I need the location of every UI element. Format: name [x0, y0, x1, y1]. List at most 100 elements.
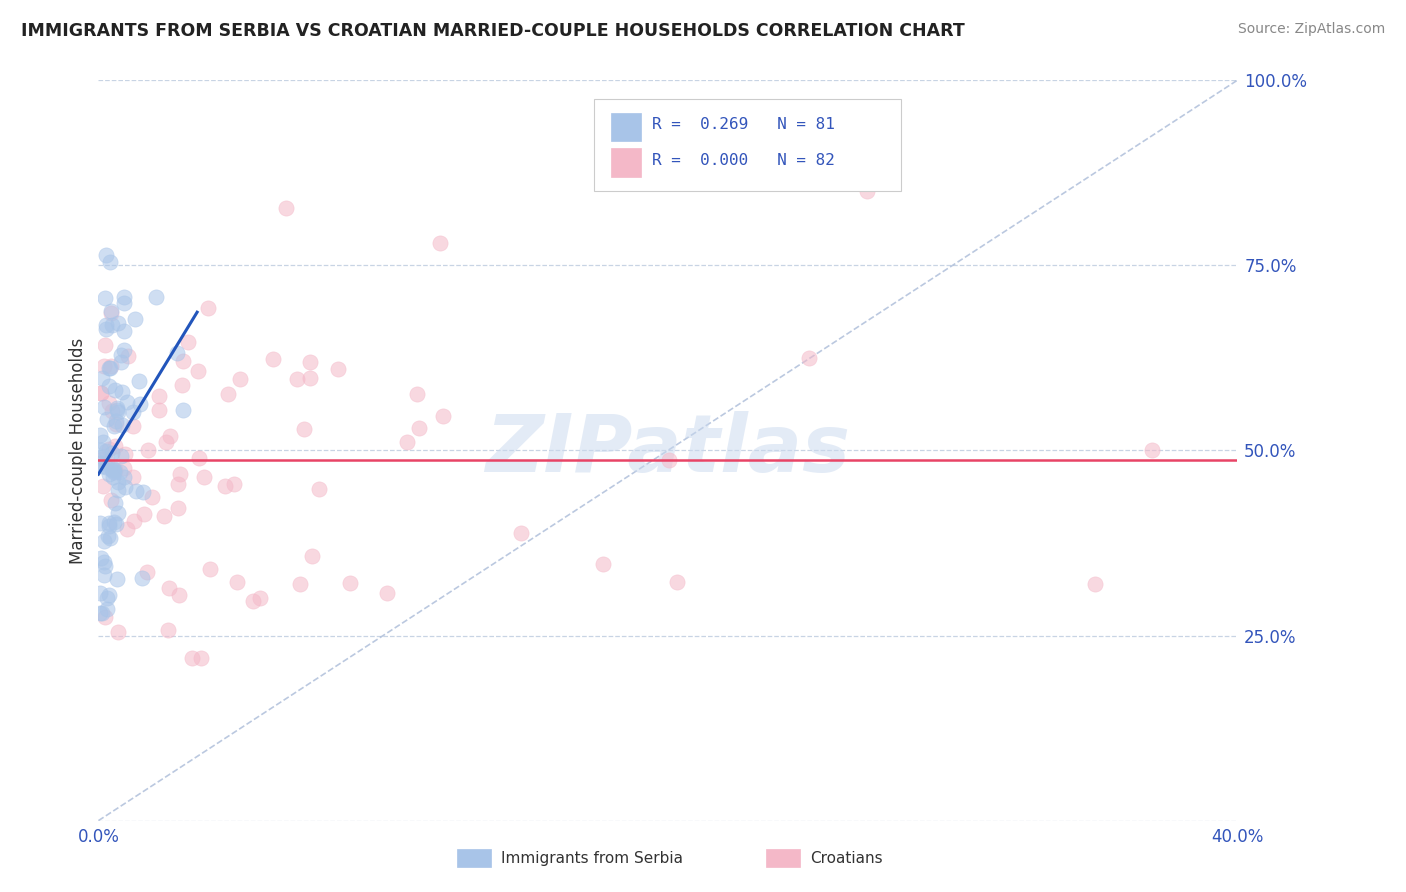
Point: [105, 417, 128, 432]
Point: [432, 409, 454, 424]
Point: [169, 467, 191, 482]
Point: [98, 467, 121, 481]
Point: [111, 384, 134, 399]
Point: [90, 551, 112, 566]
Y-axis label: Married-couple Households: Married-couple Households: [69, 337, 87, 564]
Point: [157, 581, 180, 595]
Point: [112, 290, 135, 304]
Point: [128, 374, 150, 388]
Point: [89, 456, 111, 470]
Bar: [612, 113, 641, 141]
Point: [129, 397, 152, 411]
Point: [193, 470, 215, 484]
Point: [98, 396, 121, 410]
Point: [107, 624, 129, 639]
Point: [94, 248, 117, 262]
Point: [111, 418, 134, 433]
Point: [89, 607, 111, 621]
Point: [107, 475, 129, 490]
Point: [101, 318, 124, 332]
Point: [1084, 576, 1107, 591]
Point: [112, 343, 135, 357]
Point: [148, 389, 170, 403]
Point: [115, 522, 138, 536]
Point: [96, 591, 118, 605]
Point: [93, 555, 115, 569]
Point: [103, 463, 125, 477]
Point: [136, 443, 159, 458]
Point: [122, 514, 145, 528]
Point: [797, 351, 820, 365]
Point: [152, 508, 174, 523]
Point: [114, 295, 136, 310]
Text: R =  0.000   N = 82: R = 0.000 N = 82: [652, 153, 835, 168]
Point: [229, 372, 252, 386]
Point: [339, 575, 361, 590]
Point: [187, 364, 209, 378]
Point: [89, 428, 111, 442]
Point: [288, 577, 311, 591]
Point: [94, 338, 117, 352]
Point: [145, 289, 167, 303]
Point: [104, 463, 127, 477]
Point: [141, 490, 163, 504]
Point: [110, 348, 132, 362]
Point: [276, 201, 298, 215]
Point: [91, 607, 114, 621]
Point: [104, 414, 127, 428]
Point: [101, 470, 124, 484]
Bar: [612, 148, 641, 177]
Point: [125, 483, 148, 498]
Point: [107, 317, 129, 331]
Point: [97, 589, 120, 603]
Point: [308, 482, 330, 496]
Point: [91, 434, 114, 449]
Point: [103, 466, 125, 480]
Point: [104, 383, 127, 397]
Point: [93, 400, 115, 414]
Point: [103, 419, 125, 434]
Point: [166, 346, 188, 360]
Point: [103, 515, 125, 529]
Point: [112, 469, 135, 483]
Point: [181, 650, 204, 665]
Point: [100, 304, 122, 318]
Point: [105, 572, 128, 586]
Point: [98, 518, 121, 533]
Point: [112, 461, 135, 475]
Point: [172, 378, 194, 392]
Point: [395, 434, 418, 449]
Point: [285, 371, 308, 385]
Point: [98, 516, 121, 531]
Point: [187, 451, 209, 466]
Point: [94, 291, 117, 305]
Point: [94, 318, 117, 332]
Point: [200, 561, 222, 575]
Point: [89, 586, 111, 600]
Point: [172, 403, 194, 417]
Point: [94, 322, 117, 336]
Point: [100, 359, 122, 373]
Point: [242, 594, 264, 608]
Point: [214, 479, 236, 493]
Point: [375, 586, 398, 600]
Point: [172, 354, 194, 368]
Point: [90, 458, 112, 473]
Point: [90, 385, 112, 400]
Point: [100, 493, 122, 508]
Point: [169, 588, 191, 602]
Text: Croatians: Croatians: [810, 851, 883, 865]
Point: [117, 350, 139, 364]
Point: [301, 549, 323, 564]
Point: [429, 236, 451, 251]
Point: [177, 335, 200, 350]
Point: [156, 623, 179, 637]
Point: [114, 480, 136, 494]
Point: [249, 591, 271, 605]
Point: [98, 361, 121, 376]
Point: [110, 449, 132, 463]
Point: [112, 324, 135, 338]
Point: [110, 355, 132, 369]
Point: [166, 476, 188, 491]
Point: [93, 609, 115, 624]
